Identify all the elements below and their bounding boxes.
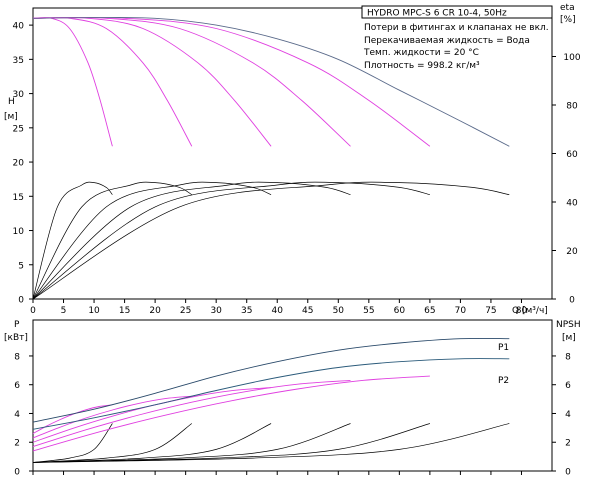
p2-single-curve-4 xyxy=(32,379,351,448)
x-tick-label-top: 10 xyxy=(88,306,100,316)
x-tick-label-top: 35 xyxy=(241,306,252,316)
y-left-label: H xyxy=(8,97,15,107)
npsh-curve-6 xyxy=(32,423,510,463)
series-label-p1: P1 xyxy=(498,343,509,353)
chart-title: HYDRO MPC-S 6 CR 10-4, 50Hz xyxy=(367,9,507,19)
x-unit: [м³/ч] xyxy=(522,306,548,316)
p2-single-curve-5 xyxy=(32,375,430,452)
npsh-curve-2 xyxy=(32,423,193,463)
y-right-label: eta xyxy=(560,3,575,13)
x-tick-label-top: 65 xyxy=(424,306,435,316)
p-label: P xyxy=(14,320,20,330)
x-tick-label-top: 25 xyxy=(180,306,191,316)
eta-curve-4 xyxy=(32,181,351,300)
y-right-tick-label: 100 xyxy=(563,53,580,63)
head-curve-3-pumps xyxy=(32,17,272,147)
series-label-p2: P2 xyxy=(498,376,509,386)
x-tick-label-top: 40 xyxy=(272,306,284,316)
y-right-tick-label: 20 xyxy=(566,247,578,257)
y-left-tick-label: 30 xyxy=(13,90,25,100)
bottom-curves xyxy=(32,337,510,463)
bottom-plot-frame xyxy=(32,319,553,472)
eta-curve-5 xyxy=(32,181,430,300)
npsh-tick-label: 6 xyxy=(565,381,571,391)
y-right-unit: [%] xyxy=(560,15,576,25)
y-left-tick-label: 5 xyxy=(18,261,24,271)
x-tick-label-top: 30 xyxy=(210,306,222,316)
head-curve-4-pumps xyxy=(32,17,351,147)
x-tick-label-top: 0 xyxy=(30,306,36,316)
note-3: Темп. жидкости = 20 °C xyxy=(363,48,479,58)
top-panel: 0 5 10 15 20 25 30 35 40 45 50 55 60 65 70 75 80 0 5 10 15 20… xyxy=(4,3,581,316)
y-right-tick-label: 80 xyxy=(566,102,578,112)
x-tick-label-top: 15 xyxy=(119,306,130,316)
p-unit: [кВт] xyxy=(4,333,28,343)
y-left-tick-label: 15 xyxy=(13,193,24,203)
x-tick-label-top: 45 xyxy=(302,306,313,316)
note-1: Потери в фитингах и клапанах не вкл. xyxy=(364,23,549,33)
note-4: Плотность = 998.2 кг/м³ xyxy=(364,61,480,71)
npsh-tick-label: 8 xyxy=(565,352,571,362)
eta-curve-3 xyxy=(32,181,272,300)
eta-curve-6 xyxy=(32,181,510,300)
npsh-unit: [м] xyxy=(562,333,576,343)
top-curves xyxy=(32,17,510,300)
x-tick-label-top: 60 xyxy=(394,306,406,316)
y-left-tick-label: 40 xyxy=(13,22,25,32)
npsh-tick-label: 0 xyxy=(565,468,571,478)
x-tick-label-top: 20 xyxy=(149,306,161,316)
head-curve-2-pumps xyxy=(32,17,193,147)
p-tick-label: 8 xyxy=(14,352,20,362)
npsh-tick-label: 4 xyxy=(565,410,571,420)
x-tick-label-top: 80 xyxy=(516,306,528,316)
note-2: Перекачиваемая жидкость = Вода xyxy=(364,36,530,46)
title-box xyxy=(361,5,553,19)
y-left-tick-label: 0 xyxy=(18,296,24,306)
head-curve-6-pumps xyxy=(32,17,510,147)
x-tick-label-top: 50 xyxy=(333,306,345,316)
p2-single-curve-2 xyxy=(32,395,192,439)
y-right-tick-label: 40 xyxy=(566,199,578,209)
y-left-tick-label: 20 xyxy=(13,159,25,169)
npsh-label: NPSH xyxy=(556,320,581,330)
p2-curve xyxy=(32,358,510,430)
x-tick-label-top: 75 xyxy=(485,306,496,316)
head-curve-1-pumps xyxy=(32,17,113,147)
bottom-ticks: 0 2 4 6 8 0 2 4 6 8 xyxy=(14,352,571,477)
npsh-curve-1 xyxy=(32,423,113,463)
p-tick-label: 4 xyxy=(14,410,20,420)
p-tick-label: 0 xyxy=(14,468,20,478)
npsh-tick-label: 2 xyxy=(565,439,571,449)
y-right-tick-label: 60 xyxy=(566,150,578,160)
bottom-panel: 0 2 4 6 8 0 2 4 6 8 P [кВт] NPSH [м] P1 P2 xyxy=(4,319,581,478)
y-left-tick-label: 25 xyxy=(13,124,24,134)
x-tick-label-top: 5 xyxy=(61,306,67,316)
x-tick-label-top: 70 xyxy=(455,306,467,316)
p1-curve xyxy=(32,337,510,423)
top-ticks: 0 5 10 15 20 25 30 35 40 45 50 55 60 65 70 75 80 0 5 10 15 20… xyxy=(13,22,581,316)
x-tick-label-top: 55 xyxy=(363,306,374,316)
y-left-unit: [м] xyxy=(4,112,18,122)
y-left-tick-label: 35 xyxy=(13,56,24,66)
eta-curve-1 xyxy=(32,181,113,300)
p-tick-label: 2 xyxy=(14,439,20,449)
p-tick-label: 6 xyxy=(14,381,20,391)
eta-curve-2 xyxy=(32,181,192,300)
npsh-curve-5 xyxy=(32,423,430,463)
y-left-tick-label: 10 xyxy=(13,227,25,237)
y-right-tick-label: 0 xyxy=(569,296,575,306)
x-label: Q xyxy=(512,306,519,316)
